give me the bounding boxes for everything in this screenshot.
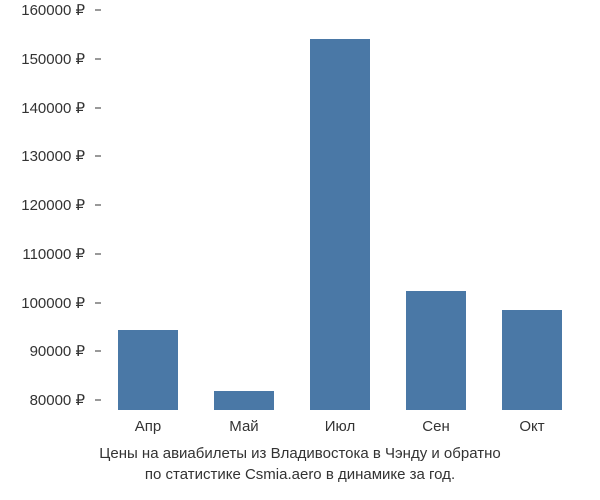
bars-container: [100, 10, 580, 410]
y-tick-label: 140000 ₽: [21, 99, 85, 117]
caption-line-1: Цены на авиабилеты из Владивостока в Чэн…: [99, 445, 500, 462]
y-tick-label: 110000 ₽: [22, 245, 85, 263]
y-tick-label: 150000 ₽: [21, 50, 85, 68]
y-axis: 80000 ₽ 90000 ₽ 100000 ₽ 110000 ₽ 120000 ₽ 13…: [0, 10, 95, 410]
bar: [502, 310, 562, 410]
x-axis-labels: Апр Май Июл Сен Окт: [100, 418, 580, 443]
bar: [214, 391, 274, 411]
x-tick-label: Июл: [325, 418, 355, 435]
x-tick-label: Апр: [135, 418, 161, 435]
y-tick-label: 130000 ₽: [21, 147, 85, 165]
x-tick-label: Окт: [519, 418, 544, 435]
caption-line-2: по статистике Csmia.aero в динамике за г…: [145, 466, 455, 483]
x-tick-label: Май: [229, 418, 258, 435]
y-tick-label: 90000 ₽: [30, 342, 85, 360]
y-tick-label: 80000 ₽: [30, 391, 85, 409]
y-tick-label: 120000 ₽: [21, 196, 85, 214]
y-tick-label: 160000 ₽: [21, 1, 85, 19]
bar: [310, 39, 370, 410]
chart-caption: Цены на авиабилеты из Владивостока в Чэн…: [0, 443, 600, 485]
bar: [406, 291, 466, 411]
y-tick-label: 100000 ₽: [21, 294, 85, 312]
bar: [118, 330, 178, 410]
chart-plot-area: [100, 10, 580, 410]
x-tick-label: Сен: [422, 418, 449, 435]
